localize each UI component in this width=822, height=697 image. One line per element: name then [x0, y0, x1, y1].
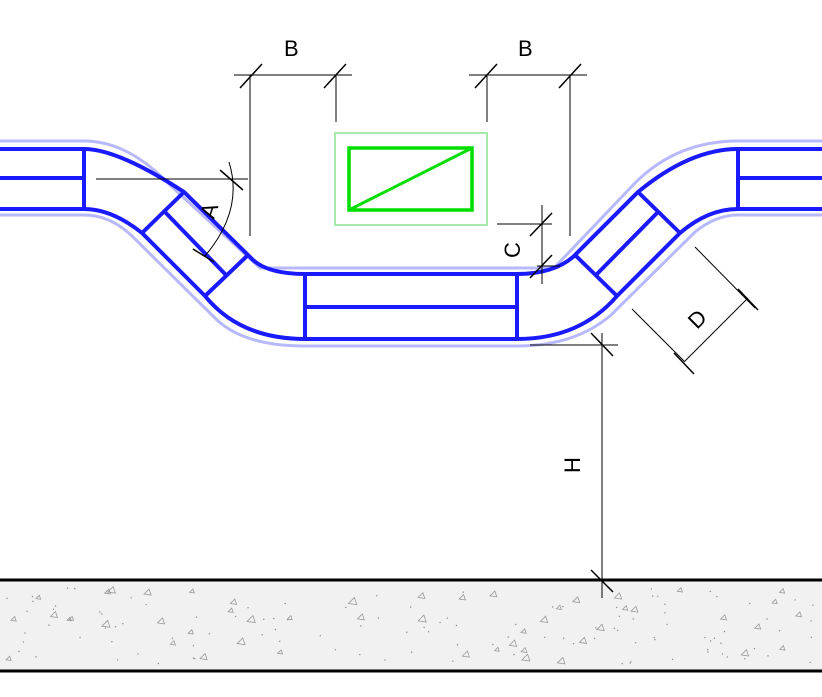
- duct-bottom-edge: [0, 207, 822, 341]
- obstacle-box: [334, 132, 488, 226]
- right-diagonal-joint-lower: [573, 253, 619, 298]
- dim-label-a: A: [195, 200, 223, 222]
- duct-top-edge: [0, 147, 822, 276]
- duct-run: [0, 147, 822, 341]
- dim-label-b-left: B: [284, 36, 299, 61]
- dim-label-c: C: [500, 242, 525, 258]
- dim-label-h: H: [560, 457, 585, 473]
- dim-label-b-right: B: [518, 36, 533, 61]
- dim-label-d: D: [683, 305, 712, 334]
- dimension-lines: [96, 63, 759, 598]
- floor-slab: [0, 578, 822, 673]
- left-diagonal-joint-lower: [203, 253, 250, 298]
- duct-halo: [0, 139, 822, 348]
